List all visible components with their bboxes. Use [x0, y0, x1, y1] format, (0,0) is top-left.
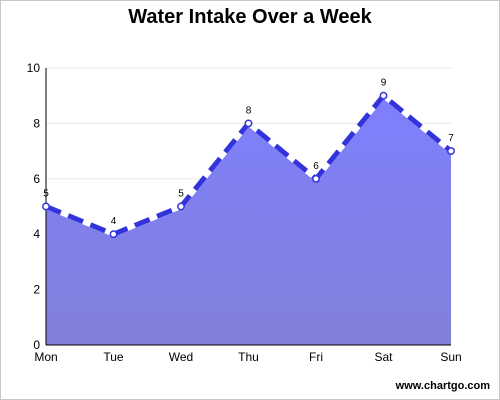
- marker-layer: [42, 91, 455, 239]
- x-tick-label: Fri: [309, 350, 323, 364]
- watermark: www.chartgo.com: [395, 380, 490, 392]
- chart-title: Water Intake Over a Week: [128, 6, 372, 28]
- x-tick-label: Tue: [103, 350, 124, 364]
- area-fill: [46, 95, 451, 345]
- label-layer: 0 2 4 6 8 10 5 Mon 4 Tue 5 Wed 8 Thu 6 Fri 9 Sat 7 Sun: [27, 61, 462, 364]
- data-point: [177, 202, 185, 211]
- data-label: 9: [381, 78, 387, 89]
- data-point: [379, 91, 388, 100]
- area-layer: [46, 95, 451, 345]
- data-label: 5: [178, 189, 184, 200]
- y-tick-label: 2: [33, 283, 40, 297]
- x-tick-label: Sat: [374, 350, 393, 364]
- data-label: 4: [111, 216, 117, 227]
- y-tick-label: 4: [33, 227, 40, 241]
- x-tick-label: Thu: [238, 350, 259, 364]
- data-point: [312, 174, 320, 183]
- data-label: 7: [448, 133, 454, 144]
- x-tick-label: Sun: [440, 350, 461, 364]
- y-tick-label: 0: [33, 338, 40, 352]
- data-label: 5: [43, 189, 49, 200]
- y-tick-label: 6: [33, 172, 40, 186]
- data-label: 8: [246, 105, 252, 116]
- data-point: [109, 230, 118, 239]
- y-tick-label: 8: [33, 116, 40, 130]
- x-tick-label: Mon: [34, 350, 57, 364]
- x-tick-label: Wed: [169, 350, 193, 364]
- data-label: 6: [313, 161, 319, 172]
- data-point: [42, 202, 50, 211]
- data-point: [244, 119, 253, 128]
- y-tick-label: 10: [27, 61, 41, 75]
- data-point: [447, 147, 455, 156]
